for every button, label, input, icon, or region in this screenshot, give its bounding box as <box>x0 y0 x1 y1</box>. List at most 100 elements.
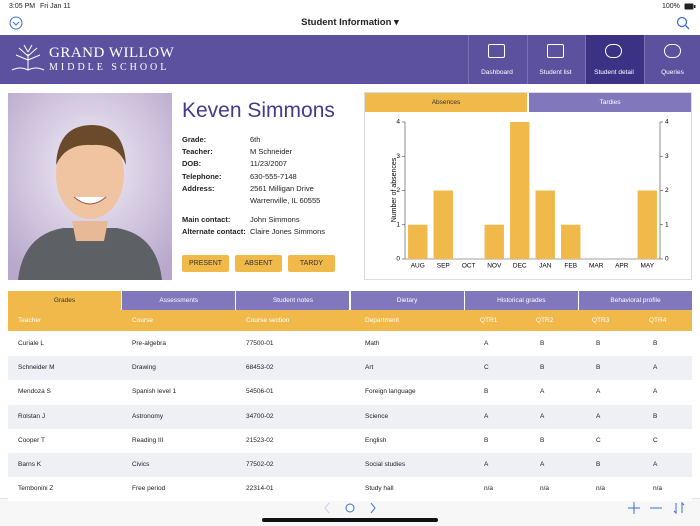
nav-tab-icon <box>605 44 622 58</box>
y-tick-label: 2 <box>396 187 400 194</box>
chart-tab[interactable]: Absences <box>365 93 527 112</box>
column-header: Teacher <box>18 317 41 324</box>
home-indicator <box>262 518 438 522</box>
table-cell: Tembonini Z <box>18 485 53 492</box>
chart-tab[interactable]: Tardies <box>529 93 691 112</box>
table-cell: A <box>540 413 544 420</box>
table-cell: A <box>484 461 488 468</box>
column-header: Department <box>365 317 399 324</box>
field-value: 2561 Milligan Drive <box>250 184 314 193</box>
table-cell: A <box>484 413 488 420</box>
column-header: QTR2 <box>536 317 553 324</box>
logo-tree <box>10 42 46 74</box>
table-tab[interactable]: Student notes <box>236 291 349 310</box>
field-label: Address: <box>182 184 215 193</box>
field-label: DOB: <box>182 159 201 168</box>
y2-tick-label: 4 <box>665 119 669 126</box>
table-header <box>8 310 692 331</box>
table-cell: 68453-02 <box>246 364 273 371</box>
nav-tab-icon <box>488 44 505 58</box>
table-cell: English <box>365 437 386 444</box>
field-value: Warrenville, IL 60555 <box>250 196 320 205</box>
field-label: Telephone: <box>182 172 221 181</box>
pager[interactable] <box>320 500 380 516</box>
table-cell: B <box>540 364 544 371</box>
table-cell: B <box>484 388 488 395</box>
bar <box>536 191 555 260</box>
x-tick-label: MAR <box>589 263 604 270</box>
table-cell: n/a <box>653 485 662 492</box>
nav-tab[interactable] <box>644 35 700 84</box>
nav-tab[interactable] <box>585 35 644 84</box>
table-cell: B <box>596 340 600 347</box>
attendance-button[interactable]: PRESENT <box>182 255 229 272</box>
column-header: QTR3 <box>592 317 609 324</box>
field-label: Grade: <box>182 135 206 144</box>
table-cell: Art <box>365 364 373 371</box>
table-cell: A <box>540 388 544 395</box>
table-tab[interactable]: Historical grades <box>465 291 578 310</box>
table-row <box>8 380 692 404</box>
table-cell: n/a <box>596 485 605 492</box>
table-tab[interactable]: Behavioral profile <box>579 291 692 310</box>
table-cell: Study hall <box>365 485 394 492</box>
table-cell: 77502-02 <box>246 461 273 468</box>
y-tick-label: 0 <box>396 256 400 263</box>
search-button[interactable] <box>676 16 690 30</box>
table-cell: n/a <box>484 485 493 492</box>
bar <box>510 122 529 259</box>
attendance-button[interactable]: TARDY <box>288 255 335 272</box>
bar <box>434 191 453 260</box>
bar <box>408 225 427 259</box>
nav-tab-icon <box>664 44 681 58</box>
field-value: John Simmons <box>250 215 300 224</box>
y2-tick-label: 3 <box>665 153 669 160</box>
y-tick-label: 3 <box>396 153 400 160</box>
table-cell: Drawing <box>132 364 156 371</box>
field-value: 630-555-7148 <box>250 172 297 181</box>
nav-tab-label: Queries <box>644 69 700 76</box>
y2-tick-label: 0 <box>665 256 669 263</box>
table-cell: B <box>596 461 600 468</box>
field-label: Teacher: <box>182 147 213 156</box>
table-tab[interactable]: Assessments <box>122 291 235 310</box>
bar <box>485 225 504 259</box>
column-header: Course <box>132 317 153 324</box>
x-tick-label: NOV <box>487 263 502 270</box>
table-cell: C <box>653 437 658 444</box>
battery-icon <box>684 3 696 10</box>
table-cell: Reading III <box>132 437 163 444</box>
table-cell: Rolstan J <box>18 413 45 420</box>
table-cell: Math <box>365 340 379 347</box>
x-tick-label: SEP <box>437 263 450 270</box>
field-value: M Schneider <box>250 147 292 156</box>
table-row <box>8 429 692 453</box>
table-cell: n/a <box>540 485 549 492</box>
y-tick-label: 1 <box>396 221 400 228</box>
field-value: Claire Jones Simmons <box>250 227 325 236</box>
field-value: 6th <box>250 135 260 144</box>
x-tick-label: OCT <box>462 263 476 270</box>
nav-title[interactable]: Student Information ▾ <box>0 17 700 28</box>
table-cell: Pre-algebra <box>132 340 166 347</box>
table-cell: B <box>484 437 488 444</box>
bar <box>638 191 657 260</box>
nav-tab[interactable] <box>527 35 586 84</box>
x-tick-label: APR <box>615 263 629 270</box>
bar <box>561 225 580 259</box>
attendance-button[interactable]: ABSENT <box>235 255 282 272</box>
nav-tab-icon <box>547 44 564 58</box>
x-tick-label: FEB <box>564 263 577 270</box>
toolbar-actions[interactable] <box>624 500 692 516</box>
table-cell: Social studies <box>365 461 405 468</box>
table-tab[interactable]: Grades <box>8 291 121 310</box>
table-cell: A <box>653 388 657 395</box>
table-cell: B <box>653 340 657 347</box>
table-cell: B <box>540 340 544 347</box>
nav-tab[interactable] <box>468 35 527 84</box>
table-tab[interactable]: Dietary <box>351 291 464 310</box>
table-cell: C <box>596 437 601 444</box>
logo-line1: GRAND WILLOW <box>49 45 174 62</box>
